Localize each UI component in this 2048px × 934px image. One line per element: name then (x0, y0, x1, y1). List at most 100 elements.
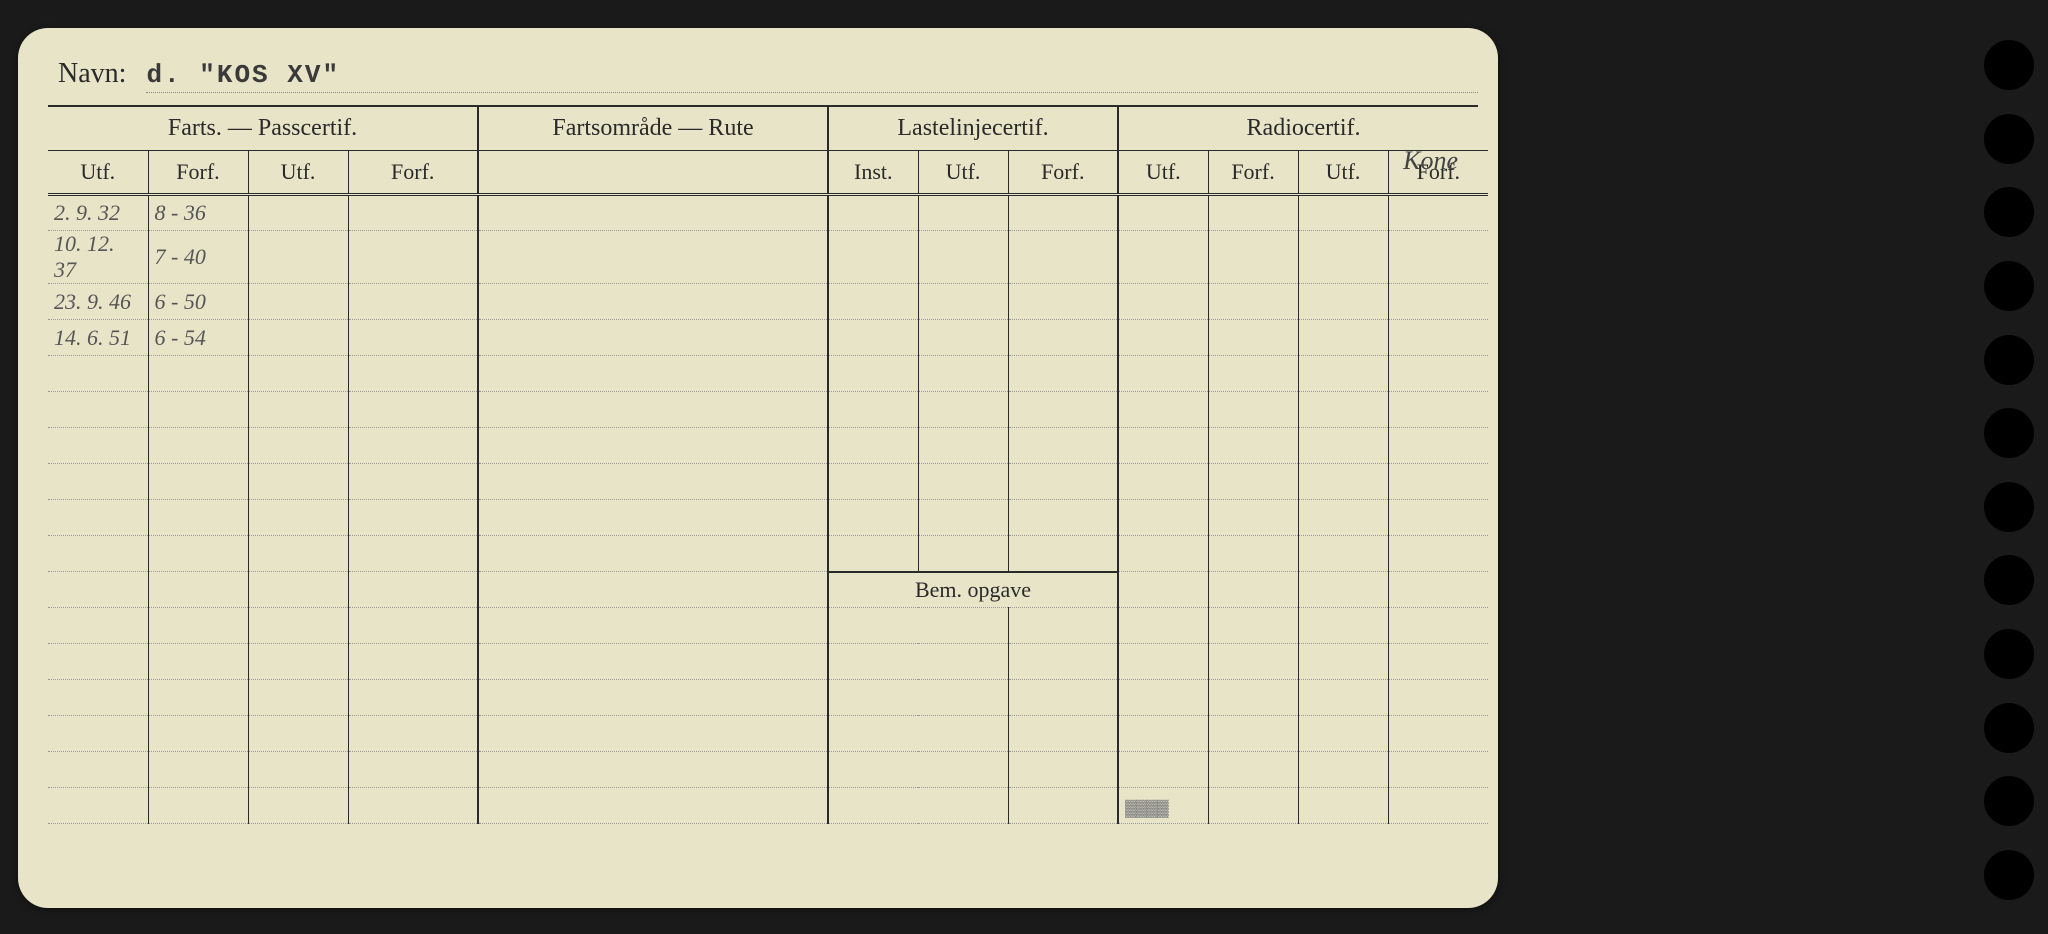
table-cell (478, 320, 828, 356)
name-label: Navn: (58, 58, 126, 90)
table-cell (1208, 608, 1298, 644)
table-cell (1118, 356, 1208, 392)
table-cell (1208, 788, 1298, 824)
table-cell (48, 392, 148, 428)
table-cell (1008, 284, 1118, 320)
table-cell (918, 464, 1008, 500)
table-cell (1208, 536, 1298, 572)
table-cell: 8 - 36 (148, 195, 248, 231)
table-cell (248, 320, 348, 356)
table-cell (148, 680, 248, 716)
table-cell (48, 788, 148, 824)
hole-icon (1984, 408, 2034, 458)
table-cell (248, 428, 348, 464)
hole-icon (1984, 261, 2034, 311)
table-cell (48, 680, 148, 716)
table-cell (478, 195, 828, 231)
col-utf-4: Utf. (1118, 151, 1208, 195)
table-cell (478, 428, 828, 464)
header-row-1: Farts. — Passcertif. Fartsområde — Rute … (48, 107, 1488, 151)
bem-cell (828, 644, 1008, 680)
table-cell (248, 716, 348, 752)
table-cell (828, 536, 918, 572)
table-cell (348, 644, 478, 680)
table-cell (248, 680, 348, 716)
table-cell (348, 231, 478, 284)
table-row (48, 716, 1488, 752)
bem-cell (828, 788, 1008, 824)
table-cell (348, 428, 478, 464)
table-cell (1208, 716, 1298, 752)
table-cell: 6 - 50 (148, 284, 248, 320)
table-cell (348, 356, 478, 392)
table-cell (48, 500, 148, 536)
col-forf-4: Forf. (1208, 151, 1298, 195)
table-cell (1008, 464, 1118, 500)
table-cell (1008, 680, 1118, 716)
table-cell (478, 536, 828, 572)
col-utf-2: Utf. (248, 151, 348, 195)
table-cell (1118, 572, 1208, 608)
table-cell (1118, 195, 1208, 231)
table-cell: 14. 6. 51 (48, 320, 148, 356)
table-cell (1298, 752, 1388, 788)
table-cell (348, 608, 478, 644)
table-cell (1118, 752, 1208, 788)
table-cell (1388, 428, 1488, 464)
table-cell (1118, 392, 1208, 428)
table-cell (1388, 464, 1488, 500)
table-cell (1298, 680, 1388, 716)
table-cell (1208, 428, 1298, 464)
table-cell (1388, 392, 1488, 428)
header-fartsomrade: Fartsområde — Rute (478, 107, 828, 151)
table-cell (248, 536, 348, 572)
table-cell (1008, 392, 1118, 428)
table-cell (478, 752, 828, 788)
table-cell (48, 716, 148, 752)
table-cell (1208, 392, 1298, 428)
hole-icon (1984, 40, 2034, 90)
table-cell (248, 356, 348, 392)
table-cell (828, 231, 918, 284)
table-cell (1008, 752, 1118, 788)
table-row (48, 464, 1488, 500)
table-cell (918, 320, 1008, 356)
table-cell (1388, 716, 1488, 752)
table-cell (918, 536, 1008, 572)
table-cell (348, 716, 478, 752)
table-cell (1208, 464, 1298, 500)
table-row: 2. 9. 328 - 36 (48, 195, 1488, 231)
table-cell (1298, 356, 1388, 392)
table-cell (248, 788, 348, 824)
table-cell (1008, 716, 1118, 752)
table-cell (1008, 500, 1118, 536)
table-cell (1208, 284, 1298, 320)
table-cell (1208, 572, 1298, 608)
col-forf-3: Forf. (1008, 151, 1118, 195)
table-cell (1118, 320, 1208, 356)
col-forf-1: Forf. (148, 151, 248, 195)
hole-icon (1984, 114, 2034, 164)
table-cell: 7 - 40 (148, 231, 248, 284)
table-cell (1208, 644, 1298, 680)
table-row (48, 356, 1488, 392)
table-cell (48, 428, 148, 464)
hole-icon (1984, 703, 2034, 753)
table-row: ▓▓▓▓ (48, 788, 1488, 824)
table-cell (1208, 320, 1298, 356)
table-cell (478, 464, 828, 500)
table-cell (1208, 356, 1298, 392)
record-card: Navn: d. "KOS XV" Kone Farts. — Passcert… (18, 28, 1498, 908)
table-cell: ▓▓▓▓ (1118, 788, 1208, 824)
table-cell (48, 356, 148, 392)
table-cell (348, 464, 478, 500)
table-cell (478, 356, 828, 392)
table-cell (248, 464, 348, 500)
table-cell (1118, 644, 1208, 680)
table-cell (1208, 500, 1298, 536)
table-cell (1118, 284, 1208, 320)
table-row (48, 536, 1488, 572)
table-cell (48, 752, 148, 788)
table-cell (1008, 644, 1118, 680)
table-cell (1388, 608, 1488, 644)
